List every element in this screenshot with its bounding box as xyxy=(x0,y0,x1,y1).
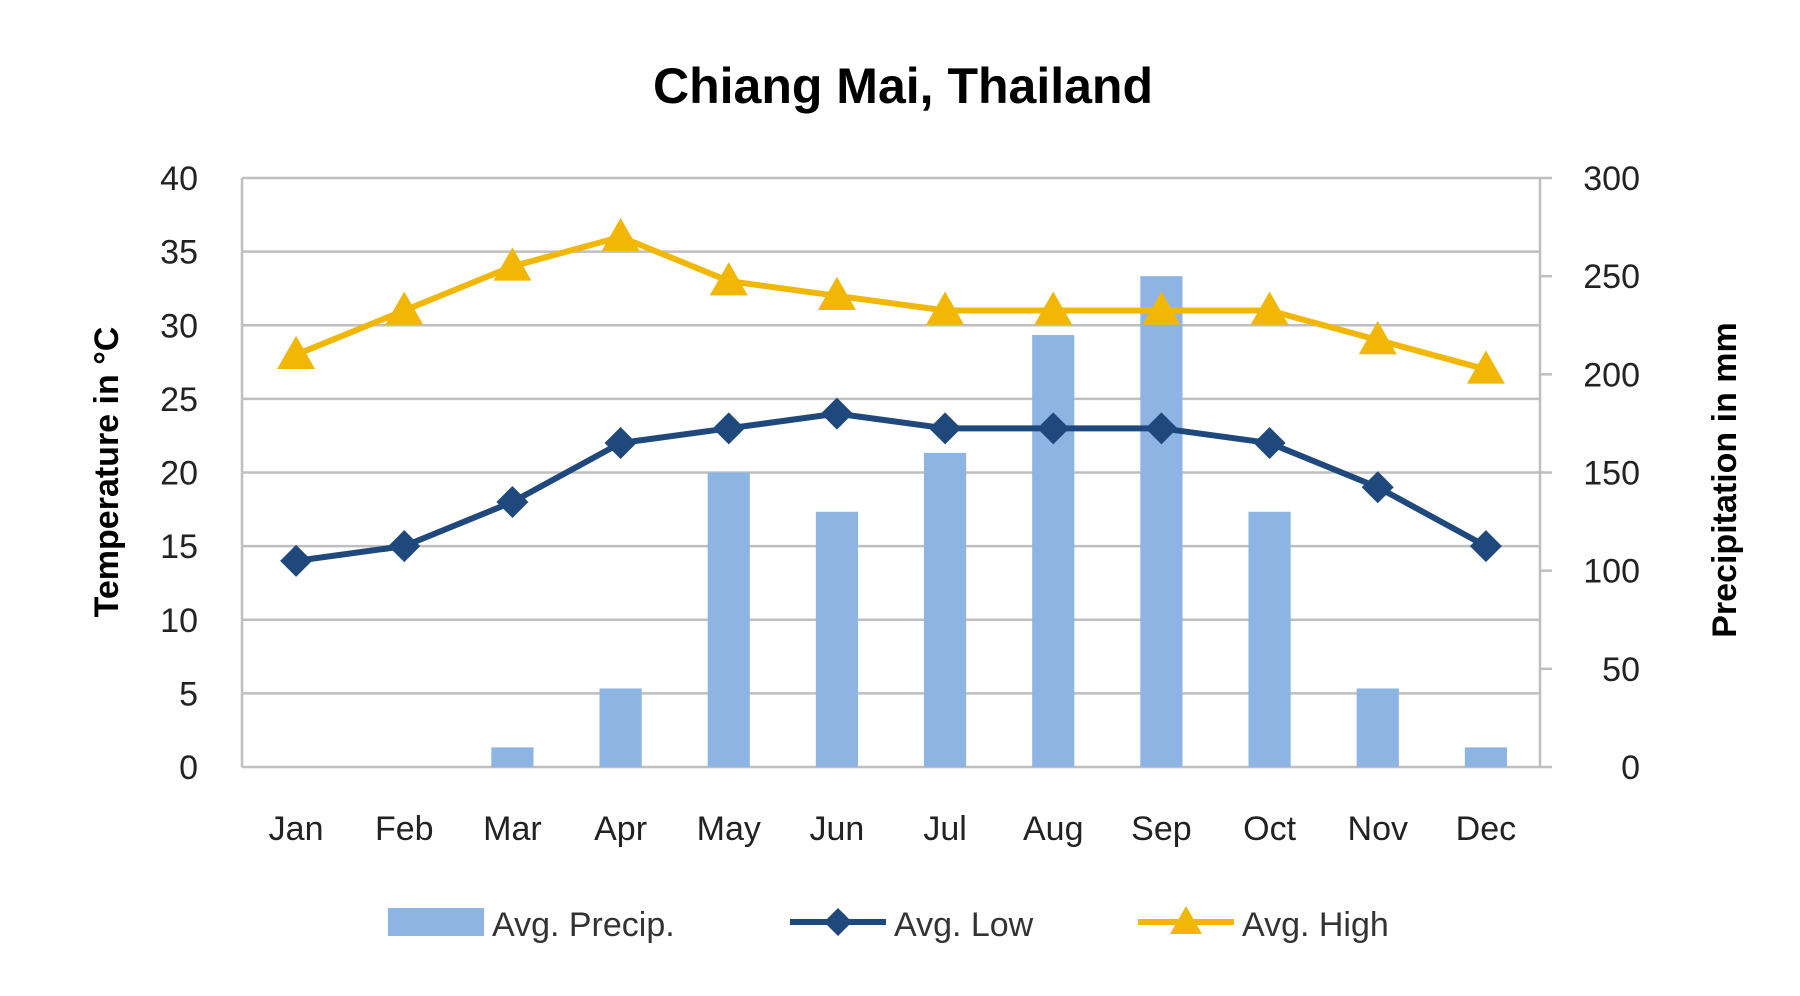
high-point-marker xyxy=(277,335,316,369)
x-tick-label: Oct xyxy=(1243,810,1296,848)
x-tick-label: Apr xyxy=(594,810,647,848)
high-point-marker xyxy=(601,217,640,252)
x-tick-label: Feb xyxy=(375,810,434,848)
x-tick-label: Jul xyxy=(923,810,966,848)
y-right-axis-label: Precipitation in mm xyxy=(1706,322,1744,638)
precip-bars xyxy=(491,276,1508,767)
precip-bar xyxy=(815,511,859,767)
precip-bar xyxy=(1140,276,1183,767)
y-right-tick-label: 250 xyxy=(1583,258,1640,296)
low-point-marker xyxy=(712,412,745,445)
legend-label: Avg. Precip. xyxy=(492,906,675,944)
low-point-marker xyxy=(388,530,421,563)
low-point-marker xyxy=(1469,530,1502,563)
low-point-marker xyxy=(1037,412,1070,445)
y-right-tick-label: 150 xyxy=(1583,455,1640,493)
y-left-tick-label: 30 xyxy=(160,307,198,345)
precip-bar xyxy=(923,452,967,767)
y-left-tick-label: 15 xyxy=(160,528,198,566)
series-line xyxy=(295,410,1488,564)
series-line xyxy=(294,233,1487,373)
x-tick-label: May xyxy=(697,810,761,848)
x-axis-ticks: Jan Feb Mar Apr May Jun Jul Aug Sep Oct Nov Dec xyxy=(269,810,1516,848)
high-point-marker xyxy=(493,247,532,281)
y-left-tick-label: 5 xyxy=(179,675,198,713)
y-left-tick-label: 10 xyxy=(160,602,198,640)
legend-label: Avg. Low xyxy=(894,906,1034,944)
x-tick-label: Dec xyxy=(1456,810,1516,848)
legend-marker-triangle xyxy=(1170,906,1202,934)
low-point-marker xyxy=(1145,412,1178,445)
low-point-marker xyxy=(1253,427,1286,460)
x-tick-label: Sep xyxy=(1131,810,1192,848)
gridlines xyxy=(240,176,1552,769)
high-point-marker xyxy=(1358,320,1397,355)
x-tick-label: Jan xyxy=(269,810,324,848)
left-axis-ticks: 0 5 10 15 20 25 30 35 40 xyxy=(160,160,198,787)
low-point-marker xyxy=(929,412,962,445)
precip-bar xyxy=(1464,747,1508,767)
precip-bar xyxy=(599,688,642,767)
right-axis-ticks: 0 50 100 150 200 250 300 xyxy=(1583,160,1640,787)
y-right-tick-label: 0 xyxy=(1621,749,1640,787)
chart-title: Chiang Mai, Thailand xyxy=(653,58,1153,114)
low-point-marker xyxy=(280,544,313,577)
low-point-marker xyxy=(820,397,853,430)
legend: Avg. Precip. Avg. Low Avg. High xyxy=(388,906,1389,944)
y-left-tick-label: 40 xyxy=(160,160,198,198)
high-point-marker xyxy=(385,291,424,325)
y-right-tick-label: 50 xyxy=(1602,651,1640,689)
x-tick-label: Mar xyxy=(483,810,542,848)
precip-bar xyxy=(1032,335,1075,767)
temperature-lines xyxy=(277,217,1505,577)
high-point-marker xyxy=(1466,350,1505,384)
low-point-marker xyxy=(496,485,529,518)
legend-label: Avg. High xyxy=(1242,906,1389,944)
precip-bar xyxy=(1356,688,1399,767)
low-point-marker xyxy=(604,427,637,460)
high-point-marker xyxy=(1142,291,1181,325)
precip-bar xyxy=(491,747,534,767)
y-left-axis-label: Temperature in °C xyxy=(88,327,126,618)
y-left-tick-label: 20 xyxy=(160,455,198,493)
x-tick-label: Aug xyxy=(1023,810,1084,848)
high-point-marker xyxy=(709,262,748,296)
high-point-marker xyxy=(926,291,965,325)
high-point-marker xyxy=(1034,291,1073,325)
precip-bar xyxy=(707,472,750,767)
low-point-marker xyxy=(1361,471,1394,504)
y-right-tick-label: 100 xyxy=(1583,553,1640,591)
legend-swatch-precip xyxy=(388,908,484,936)
y-right-tick-label: 300 xyxy=(1583,160,1640,198)
y-left-tick-label: 35 xyxy=(160,234,198,272)
legend-marker-diamond xyxy=(824,908,852,936)
y-left-tick-label: 25 xyxy=(160,381,198,419)
x-tick-label: Nov xyxy=(1348,810,1408,848)
high-point-marker xyxy=(817,276,856,311)
x-tick-label: Jun xyxy=(810,810,865,848)
precip-bar xyxy=(1248,511,1291,767)
y-right-tick-label: 200 xyxy=(1583,356,1640,394)
y-left-tick-label: 0 xyxy=(179,749,198,787)
high-point-marker xyxy=(1250,291,1289,325)
